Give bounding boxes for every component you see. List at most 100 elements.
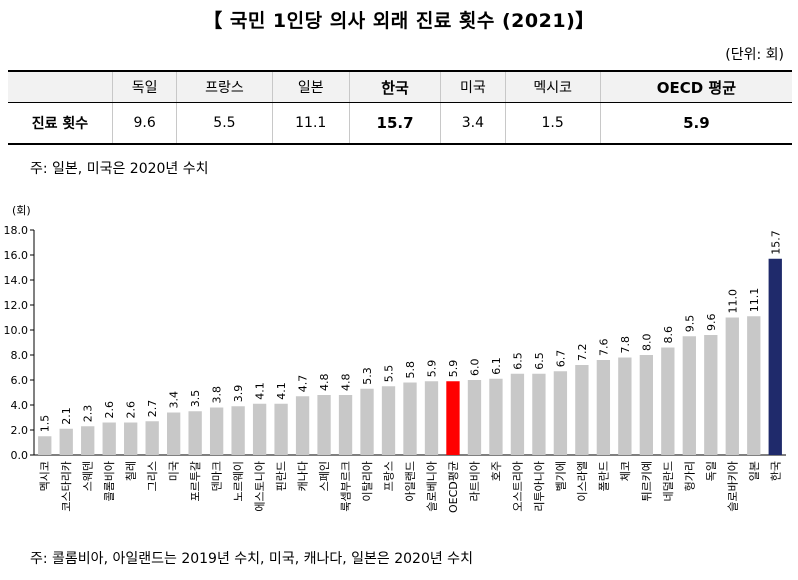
bar-value-label: 4.1 xyxy=(275,382,288,400)
y-axis-unit-label: (회) xyxy=(12,204,31,217)
bar xyxy=(59,428,73,455)
x-category-label: 룩셈부르크 xyxy=(340,461,353,512)
x-category-label: 슬로바키아 xyxy=(726,461,739,512)
summary-row-label: 진료 횟수 xyxy=(8,102,113,145)
bar-value-label: 8.6 xyxy=(662,326,675,344)
x-category-label: 한국 xyxy=(769,461,782,481)
x-category-label: 콜롬비아 xyxy=(103,461,116,501)
bar-value-label: 4.8 xyxy=(340,374,353,392)
summary-col-korea: 한국 xyxy=(349,70,442,103)
bar xyxy=(145,421,159,455)
bar-value-label: 4.1 xyxy=(254,382,267,400)
bar xyxy=(725,317,739,455)
bar-value-label: 4.8 xyxy=(318,374,331,392)
bar xyxy=(166,412,181,455)
bar xyxy=(575,365,589,455)
y-axis: 0.0 2.0 4.0 6.0 8.0 10.0 12.0 14.0 16.0 18.0 xyxy=(4,224,786,462)
bar-value-label: 6.1 xyxy=(490,357,503,375)
chart-footnote: 주: 콜롬비아, 아일랜드는 2019년 수치, 미국, 캐나다, 일본은 20… xyxy=(30,551,473,567)
x-category-label: 폴란드 xyxy=(597,461,610,491)
bar-value-label: 5.8 xyxy=(404,361,417,379)
summary-value-row: 진료 횟수 9.6 5.5 11.1 15.7 3.4 1.5 5.9 xyxy=(8,102,792,145)
x-category-label: 슬로베니아 xyxy=(425,461,438,512)
bar xyxy=(231,406,245,455)
bar xyxy=(338,395,353,455)
bar xyxy=(446,381,460,455)
summary-col-france: 프랑스 xyxy=(176,70,273,103)
summary-val-germany: 9.6 xyxy=(112,102,178,145)
bar-value-label: 4.7 xyxy=(297,375,310,393)
table-footnote: 주: 일본, 미국은 2020년 수치 xyxy=(30,161,209,177)
y-tick-label: 10.0 xyxy=(4,324,29,337)
x-category-label: 벨기에 xyxy=(554,461,567,491)
x-category-label: 캐나다 xyxy=(297,461,310,491)
bar-value-label: 7.2 xyxy=(576,344,589,362)
bar-value-label: 11.0 xyxy=(726,289,739,314)
bar-value-label: 7.6 xyxy=(597,339,610,357)
bars-group: 1.5 2.1 2.3 2.6 2.6 2.7 3.4 3.5 3.8 3.9 4.1 4.1 4.7 4… xyxy=(38,230,782,455)
y-tick-label: 12.0 xyxy=(4,299,29,312)
bar xyxy=(596,360,611,455)
x-category-label: 헝가리 xyxy=(683,461,696,491)
bar xyxy=(252,403,267,455)
y-tick-label: 16.0 xyxy=(4,249,29,262)
x-category-label: 이스라엘 xyxy=(576,461,589,501)
x-category-label: 멕시코 xyxy=(39,461,52,491)
summary-col-oecd: OECD 평균 xyxy=(600,70,792,103)
bar xyxy=(510,373,525,455)
bar-value-label: 3.9 xyxy=(232,385,245,403)
x-category-label: 호주 xyxy=(490,461,503,481)
bar xyxy=(381,386,396,455)
summary-col-mexico: 멕시코 xyxy=(505,70,601,103)
bar-value-label: 9.6 xyxy=(705,314,718,332)
bar xyxy=(274,403,288,455)
page-title: 【 국민 1인당 의사 외래 진료 횟수 (2021)】 xyxy=(203,10,595,32)
bar xyxy=(424,381,439,455)
summary-col-germany: 독일 xyxy=(112,70,178,103)
x-category-label: 미국 xyxy=(168,461,181,481)
x-category-label: 리투아니아 xyxy=(533,461,546,512)
bar xyxy=(704,335,718,455)
bar-value-label: 6.7 xyxy=(554,350,567,368)
bar-value-label: 8.0 xyxy=(640,334,653,352)
bar xyxy=(38,436,52,455)
bar-value-label: 5.3 xyxy=(361,367,374,385)
summary-table: 독일 프랑스 일본 한국 미국 멕시코 OECD 평균 진료 횟수 9.6 5.… xyxy=(8,70,792,145)
bar xyxy=(661,347,675,455)
y-tick-label: 2.0 xyxy=(11,424,29,437)
bar-chart: (회) 0.02.04.06.08.010.012.014.016.018.0 … xyxy=(4,204,786,513)
bar xyxy=(403,382,417,455)
x-category-label: 이탈리아 xyxy=(361,461,374,501)
x-category-label: OECD평균 xyxy=(447,461,460,513)
bar xyxy=(618,357,632,455)
y-tick-label: 4.0 xyxy=(11,399,29,412)
bar xyxy=(81,426,95,455)
bar xyxy=(768,258,782,455)
bar-value-label: 2.7 xyxy=(146,400,159,418)
x-category-label: 라트비아 xyxy=(468,461,481,501)
summary-header-row: 독일 프랑스 일본 한국 미국 멕시코 OECD 평균 xyxy=(8,70,792,103)
x-category-label: 스페인 xyxy=(318,461,331,491)
bar xyxy=(682,336,696,455)
summary-val-japan: 11.1 xyxy=(272,102,350,145)
bar-value-label: 5.5 xyxy=(383,365,396,383)
summary-val-oecd: 5.9 xyxy=(600,102,792,145)
bar-value-label: 2.3 xyxy=(82,405,95,423)
summary-val-france: 5.5 xyxy=(176,102,273,145)
y-tick-label: 8.0 xyxy=(11,349,29,362)
bar-value-label: 5.9 xyxy=(447,360,460,378)
summary-val-usa: 3.4 xyxy=(440,102,506,145)
bar-value-label: 6.0 xyxy=(468,359,481,377)
y-tick-label: 6.0 xyxy=(11,374,29,387)
x-category-label: 네덜란드 xyxy=(662,461,675,501)
summary-col-usa: 미국 xyxy=(440,70,506,103)
x-category-label: 스웨덴 xyxy=(82,461,95,491)
bar-value-label: 2.6 xyxy=(125,401,138,419)
x-category-label: 독일 xyxy=(704,461,718,481)
bar xyxy=(209,407,224,455)
bar xyxy=(360,388,374,455)
bar-value-label: 6.5 xyxy=(511,352,524,370)
y-tick-label: 0.0 xyxy=(11,449,29,462)
bar-value-label: 9.5 xyxy=(683,315,696,333)
bar xyxy=(747,316,761,455)
